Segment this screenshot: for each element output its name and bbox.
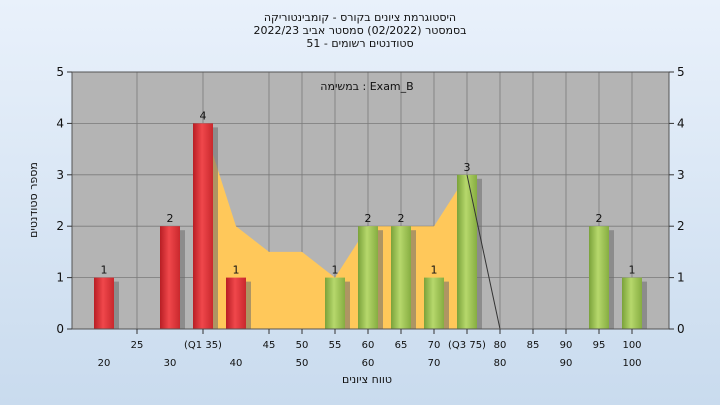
y-tick-label-left: 0 [56, 322, 64, 336]
bar [358, 226, 378, 329]
bar-value-label: 1 [629, 264, 636, 277]
bars: 1 2 4 1 1 2 2 1 3 2 1 [94, 109, 647, 330]
y-tick-label-left: 1 [56, 271, 64, 285]
bar [391, 226, 411, 329]
exam-annotation: במשימה : Exam_B [320, 80, 413, 93]
y-tick-label-right: 4 [677, 116, 685, 130]
bar [622, 277, 642, 329]
x-tick-label-top: 90 [560, 340, 573, 351]
y-axis-ticks: 0 0 1 1 2 2 3 3 4 4 5 5 [56, 65, 684, 336]
x-axis-ticks: 25 (Q1 35) 45 50 55 60 65 70 (Q3 75) 80 85 90 95 100 2… [98, 329, 642, 369]
y-tick-label-left: 5 [56, 65, 64, 79]
x-tick-label-top: 45 [263, 340, 276, 351]
x-tick-label-bottom: 100 [622, 358, 641, 369]
x-tick-label-bottom: 60 [362, 358, 375, 369]
x-tick-label-top: (Q3 75) [448, 340, 486, 351]
plot-border [71, 71, 670, 330]
chart-title-line-3: סטודנטים רשומים - 51 [306, 37, 413, 50]
x-tick-label-bottom: 50 [296, 358, 309, 369]
x-tick-label-top: 70 [428, 340, 441, 351]
x-axis-label: טווח ציונים [342, 373, 392, 386]
bar [193, 123, 213, 330]
x-tick-label-top: 50 [296, 340, 309, 351]
bar [325, 277, 345, 329]
x-tick-label-top: 55 [329, 340, 342, 351]
bar-value-label: 1 [101, 264, 108, 277]
chart-title-line-1: היסטוגרמת ציונים בקורס - קומבינטוריקה [264, 11, 456, 24]
bar-value-label: 4 [200, 109, 207, 122]
bar [589, 226, 609, 329]
y-tick-label-left: 2 [56, 219, 64, 233]
bar-value-label: 3 [464, 161, 471, 174]
chart-title-line-2: בסמסטר (02/2022) סמסטר אביב 2022/23 [253, 24, 466, 37]
bar [94, 277, 114, 329]
bar-value-label: 2 [167, 212, 174, 225]
y-tick-label-right: 5 [677, 65, 685, 79]
bar [424, 277, 444, 329]
trend-line [466, 174, 501, 330]
y-tick-label-left: 4 [56, 116, 64, 130]
x-tick-label-bottom: 80 [494, 358, 507, 369]
x-tick-label-top: 60 [362, 340, 375, 351]
y-axis-label: מספר סטודנטים [27, 162, 40, 238]
x-tick-label-top: 100 [622, 340, 641, 351]
bar-value-label: 1 [332, 264, 339, 277]
trend-lines [466, 174, 501, 330]
bar-value-label: 2 [365, 212, 372, 225]
x-tick-label-top: 25 [131, 340, 144, 351]
bar [226, 277, 246, 329]
x-tick-label-top: 80 [494, 340, 507, 351]
x-tick-label-top: (Q1 35) [184, 340, 222, 351]
x-tick-label-top: 85 [527, 340, 540, 351]
x-tick-label-bottom: 70 [428, 358, 441, 369]
x-tick-label-bottom: 20 [98, 358, 111, 369]
bar-value-label: 2 [596, 212, 603, 225]
y-tick-label-right: 3 [677, 168, 685, 182]
x-tick-label-bottom: 30 [164, 358, 177, 369]
x-tick-label-top: 65 [395, 340, 408, 351]
y-tick-label-right: 1 [677, 271, 685, 285]
bar-value-label: 1 [233, 264, 240, 277]
y-tick-label-left: 3 [56, 168, 64, 182]
bar-value-label: 2 [398, 212, 405, 225]
x-tick-label-top: 95 [593, 340, 606, 351]
y-tick-label-right: 2 [677, 219, 685, 233]
x-tick-label-bottom: 90 [560, 358, 573, 369]
y-tick-label-right: 0 [677, 322, 685, 336]
bar [457, 174, 477, 329]
bar-value-label: 1 [431, 264, 438, 277]
x-tick-label-bottom: 40 [230, 358, 243, 369]
bar [160, 226, 180, 329]
